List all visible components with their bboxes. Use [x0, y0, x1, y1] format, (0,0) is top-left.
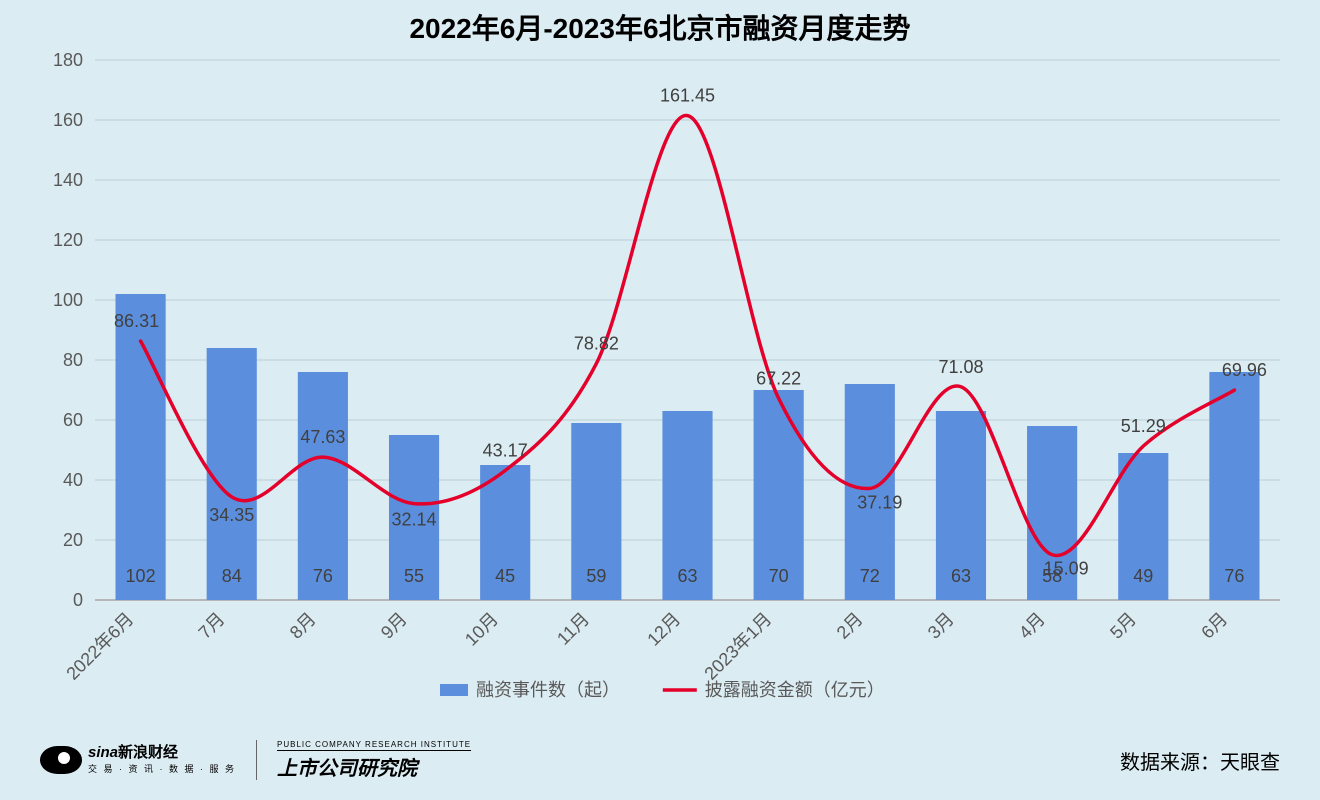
svg-text:59: 59 — [586, 566, 606, 586]
svg-text:160: 160 — [53, 110, 83, 130]
svg-text:2022年6月-2023年6北京市融资月度走势: 2022年6月-2023年6北京市融资月度走势 — [409, 12, 910, 44]
institute-en: PUBLIC COMPANY RESEARCH INSTITUTE — [277, 740, 471, 751]
sina-eye-icon — [40, 746, 82, 774]
svg-text:51.29: 51.29 — [1121, 416, 1166, 436]
svg-text:120: 120 — [53, 230, 83, 250]
svg-text:67.22: 67.22 — [756, 368, 801, 388]
svg-text:披露融资金额（亿元）: 披露融资金额（亿元） — [705, 680, 885, 700]
source-label: 数据来源： — [1120, 752, 1220, 774]
svg-text:71.08: 71.08 — [938, 357, 983, 377]
footer: sina新浪财经 交 易 · 资 讯 · 数 据 · 服 务 PUBLIC CO… — [0, 730, 1320, 800]
svg-text:72: 72 — [860, 566, 880, 586]
source-value: 天眼查 — [1220, 752, 1280, 774]
svg-text:20: 20 — [63, 530, 83, 550]
sina-brand-cn: 新浪财经 — [118, 744, 178, 761]
svg-text:32.14: 32.14 — [392, 510, 437, 530]
svg-text:49: 49 — [1133, 566, 1153, 586]
svg-text:37.19: 37.19 — [857, 492, 902, 512]
svg-text:47.63: 47.63 — [300, 427, 345, 447]
svg-text:融资事件数（起）: 融资事件数（起） — [476, 680, 620, 700]
svg-text:76: 76 — [313, 566, 333, 586]
chart-svg: 2022年6月-2023年6北京市融资月度走势 0 20 40 60 80 100 120 14… — [0, 0, 1320, 730]
chart-container: 2022年6月-2023年6北京市融资月度走势 0 20 40 60 80 100 120 14… — [0, 0, 1320, 800]
svg-text:84: 84 — [222, 566, 242, 586]
svg-text:100: 100 — [53, 290, 83, 310]
sina-prefix: sina — [88, 744, 118, 761]
svg-text:180: 180 — [53, 50, 83, 70]
svg-text:0: 0 — [73, 590, 83, 610]
svg-text:70: 70 — [769, 566, 789, 586]
svg-text:45: 45 — [495, 566, 515, 586]
svg-text:43.17: 43.17 — [483, 440, 528, 460]
sina-logo: sina新浪财经 交 易 · 资 讯 · 数 据 · 服 务 — [40, 745, 236, 775]
svg-text:34.35: 34.35 — [209, 505, 254, 525]
svg-text:15.09: 15.09 — [1044, 559, 1089, 579]
logo-group: sina新浪财经 交 易 · 资 讯 · 数 据 · 服 务 PUBLIC CO… — [40, 740, 471, 781]
institute-logo: PUBLIC COMPANY RESEARCH INSTITUTE 上市公司研究… — [277, 740, 471, 781]
svg-text:63: 63 — [951, 566, 971, 586]
svg-text:102: 102 — [126, 566, 156, 586]
sina-text-block: sina新浪财经 交 易 · 资 讯 · 数 据 · 服 务 — [88, 745, 236, 775]
svg-text:63: 63 — [677, 566, 697, 586]
svg-text:40: 40 — [63, 470, 83, 490]
svg-text:140: 140 — [53, 170, 83, 190]
data-source: 数据来源：天眼查 — [1120, 746, 1280, 775]
svg-text:55: 55 — [404, 566, 424, 586]
svg-text:60: 60 — [63, 410, 83, 430]
sina-brand: sina新浪财经 — [88, 745, 236, 762]
svg-text:161.45: 161.45 — [660, 86, 715, 106]
sina-tagline: 交 易 · 资 讯 · 数 据 · 服 务 — [88, 762, 236, 775]
svg-text:78.82: 78.82 — [574, 334, 619, 354]
institute-cn: 上市公司研究院 — [277, 752, 471, 781]
svg-text:76: 76 — [1224, 566, 1244, 586]
logo-divider — [256, 740, 257, 780]
svg-text:86.31: 86.31 — [114, 311, 159, 331]
svg-text:80: 80 — [63, 350, 83, 370]
svg-text:69.96: 69.96 — [1222, 360, 1267, 380]
